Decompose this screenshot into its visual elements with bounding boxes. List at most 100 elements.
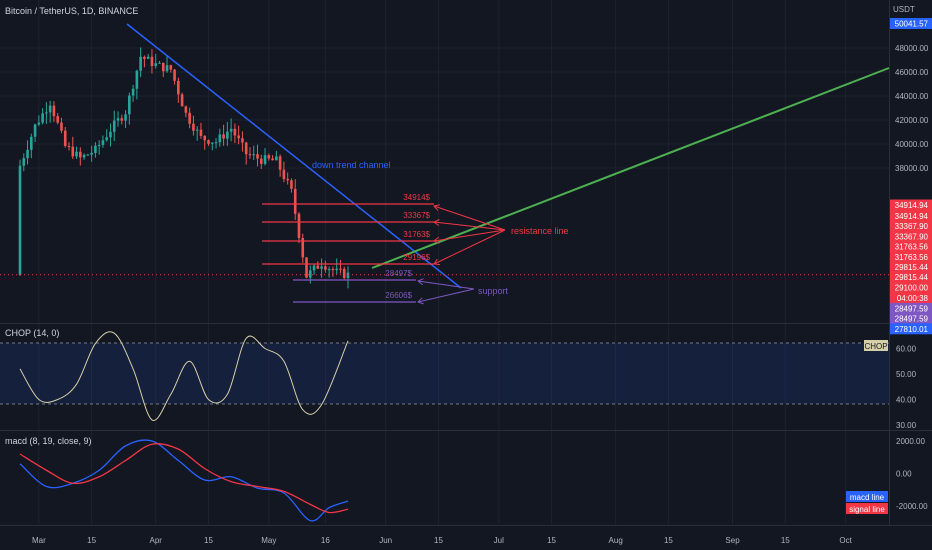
candle-body-78 [312, 265, 316, 271]
price-tag-bg-12 [890, 313, 932, 325]
time-label-0: Mar [32, 536, 46, 545]
price-tag-11: 28497.59 [895, 304, 929, 313]
candle-body-77 [308, 270, 312, 278]
price-pane[interactable]: 34914$ 33367$ 31763$ 29196$ 28497$ 26606$ dow… [0, 6, 890, 305]
macd-tick-1: 0.00 [896, 470, 912, 479]
projection-line[interactable] [371, 67, 890, 269]
candle-body-37 [158, 62, 161, 64]
level-label-0: 34914$ [403, 193, 430, 202]
level-label-4: 28497$ [385, 269, 412, 278]
candle-body-79 [316, 265, 320, 269]
candle-body-7 [45, 112, 48, 114]
price-tags: 50041.5734914.9434914.9433367.9033367.90… [890, 18, 932, 335]
arrow-shaft-5 [417, 288, 475, 303]
candle-body-50 [207, 140, 210, 144]
candle-body-19 [90, 152, 93, 155]
candle-body-36 [154, 63, 158, 67]
chop-badge-bg [864, 340, 888, 351]
candle-body-23 [105, 137, 109, 141]
candle-body-9 [52, 105, 56, 117]
candle-body-65 [263, 155, 267, 164]
candle-body-87 [346, 272, 350, 278]
candle-body-5 [37, 122, 41, 125]
price-tag-2: 34914.94 [895, 212, 929, 221]
time-label-5: 16 [321, 536, 330, 545]
macd-line [19, 439, 349, 522]
price-tag-6: 31763.56 [895, 253, 929, 262]
candle-body-4 [33, 124, 37, 137]
macd-pane[interactable]: macd (8, 19, close, 9) 2000.00 0.00 -2000.… [5, 436, 928, 522]
macd-axis-ticks: 2000.00 0.00 -2000.00 [896, 437, 928, 511]
chop-line [19, 331, 349, 421]
price-tag-bg-7 [890, 261, 932, 273]
level-label-2: 31763$ [403, 230, 430, 239]
candle-body-15 [75, 151, 78, 157]
chop-tick-3: 30.00 [896, 421, 917, 430]
signal-line [19, 442, 349, 514]
candle-body-12 [63, 130, 67, 146]
candle-body-76 [305, 257, 308, 278]
candle-body-34 [146, 56, 150, 59]
candle-body-48 [199, 129, 203, 136]
down-trend-line[interactable] [126, 23, 462, 289]
chop-pane[interactable]: CHOP (14, 0) 60.00 50.00 40.00 30.00 CHOP [0, 328, 917, 430]
time-axis[interactable]: Mar 15 Apr 15 May 16 Jun 15 Jul 15 Aug 15 Sep 15 Oct [32, 536, 853, 545]
price-tick-3: 42000.00 [895, 116, 929, 125]
candle-body-22 [101, 140, 105, 145]
trend-annotation[interactable]: down trend channel [312, 160, 391, 170]
candle-body-17 [82, 154, 86, 158]
time-label-7: 15 [434, 536, 443, 545]
arrow-shaft-2 [433, 229, 506, 242]
price-tick-0: 48000.00 [895, 44, 929, 53]
candle-body-33 [143, 56, 146, 59]
price-tag-8: 29815.44 [895, 273, 929, 282]
candle-body-6 [41, 113, 44, 123]
candle-body-67 [271, 158, 274, 161]
macd-legend: macd line [850, 493, 885, 502]
candle-body-83 [331, 269, 335, 271]
price-tag-0: 50041.57 [895, 20, 929, 29]
price-tag-bg-8 [890, 271, 932, 283]
candle-body-59 [241, 138, 244, 143]
candle-body-58 [237, 135, 240, 139]
candle-body-43 [180, 94, 184, 107]
candle-body-84 [335, 268, 338, 271]
candle-body-73 [293, 188, 297, 214]
time-label-4: May [261, 536, 276, 545]
level-label-1: 33367$ [403, 211, 430, 220]
candle-body-53 [218, 134, 222, 143]
candle-body-11 [60, 122, 63, 131]
chop-title: CHOP (14, 0) [5, 328, 59, 338]
price-tag-4: 33367.90 [895, 232, 929, 241]
candle-body-62 [252, 154, 256, 156]
price-tag-bg-1 [890, 199, 932, 211]
candle-body-40 [169, 65, 173, 70]
resistance-annotation[interactable]: resistance line [511, 226, 569, 236]
price-tag-bg-11 [890, 302, 932, 314]
support-annotation[interactable]: support [478, 286, 509, 296]
candle-body-69 [278, 156, 282, 170]
candle-body-60 [244, 142, 248, 155]
price-axis[interactable]: USDT 48000.00 46000.00 44000.00 42000.00 400… [890, 5, 932, 335]
chop-tick-1: 50.00 [896, 370, 917, 379]
time-label-9: 15 [547, 536, 556, 545]
macd-legend-bg [846, 491, 888, 502]
arrow-shaft-0 [433, 205, 506, 231]
candle-body-35 [150, 56, 154, 67]
time-label-14: Oct [839, 536, 852, 545]
arrow-head-2 [433, 236, 440, 244]
chop-axis-ticks: 60.00 50.00 40.00 30.00 [896, 345, 917, 431]
level-label-5: 26606$ [385, 291, 412, 300]
candle-body-0 [18, 165, 22, 275]
signal-legend-bg [846, 503, 888, 514]
time-label-12: Sep [725, 536, 740, 545]
candle-body-41 [173, 69, 176, 81]
candle-body-86 [342, 268, 346, 278]
arrow-head-4 [417, 278, 424, 286]
arrow-head-0 [433, 204, 440, 211]
arrow-head-1 [433, 219, 440, 227]
candle-body-2 [26, 149, 29, 159]
candle-body-1 [22, 158, 26, 166]
price-tag-bg-0 [890, 18, 932, 30]
